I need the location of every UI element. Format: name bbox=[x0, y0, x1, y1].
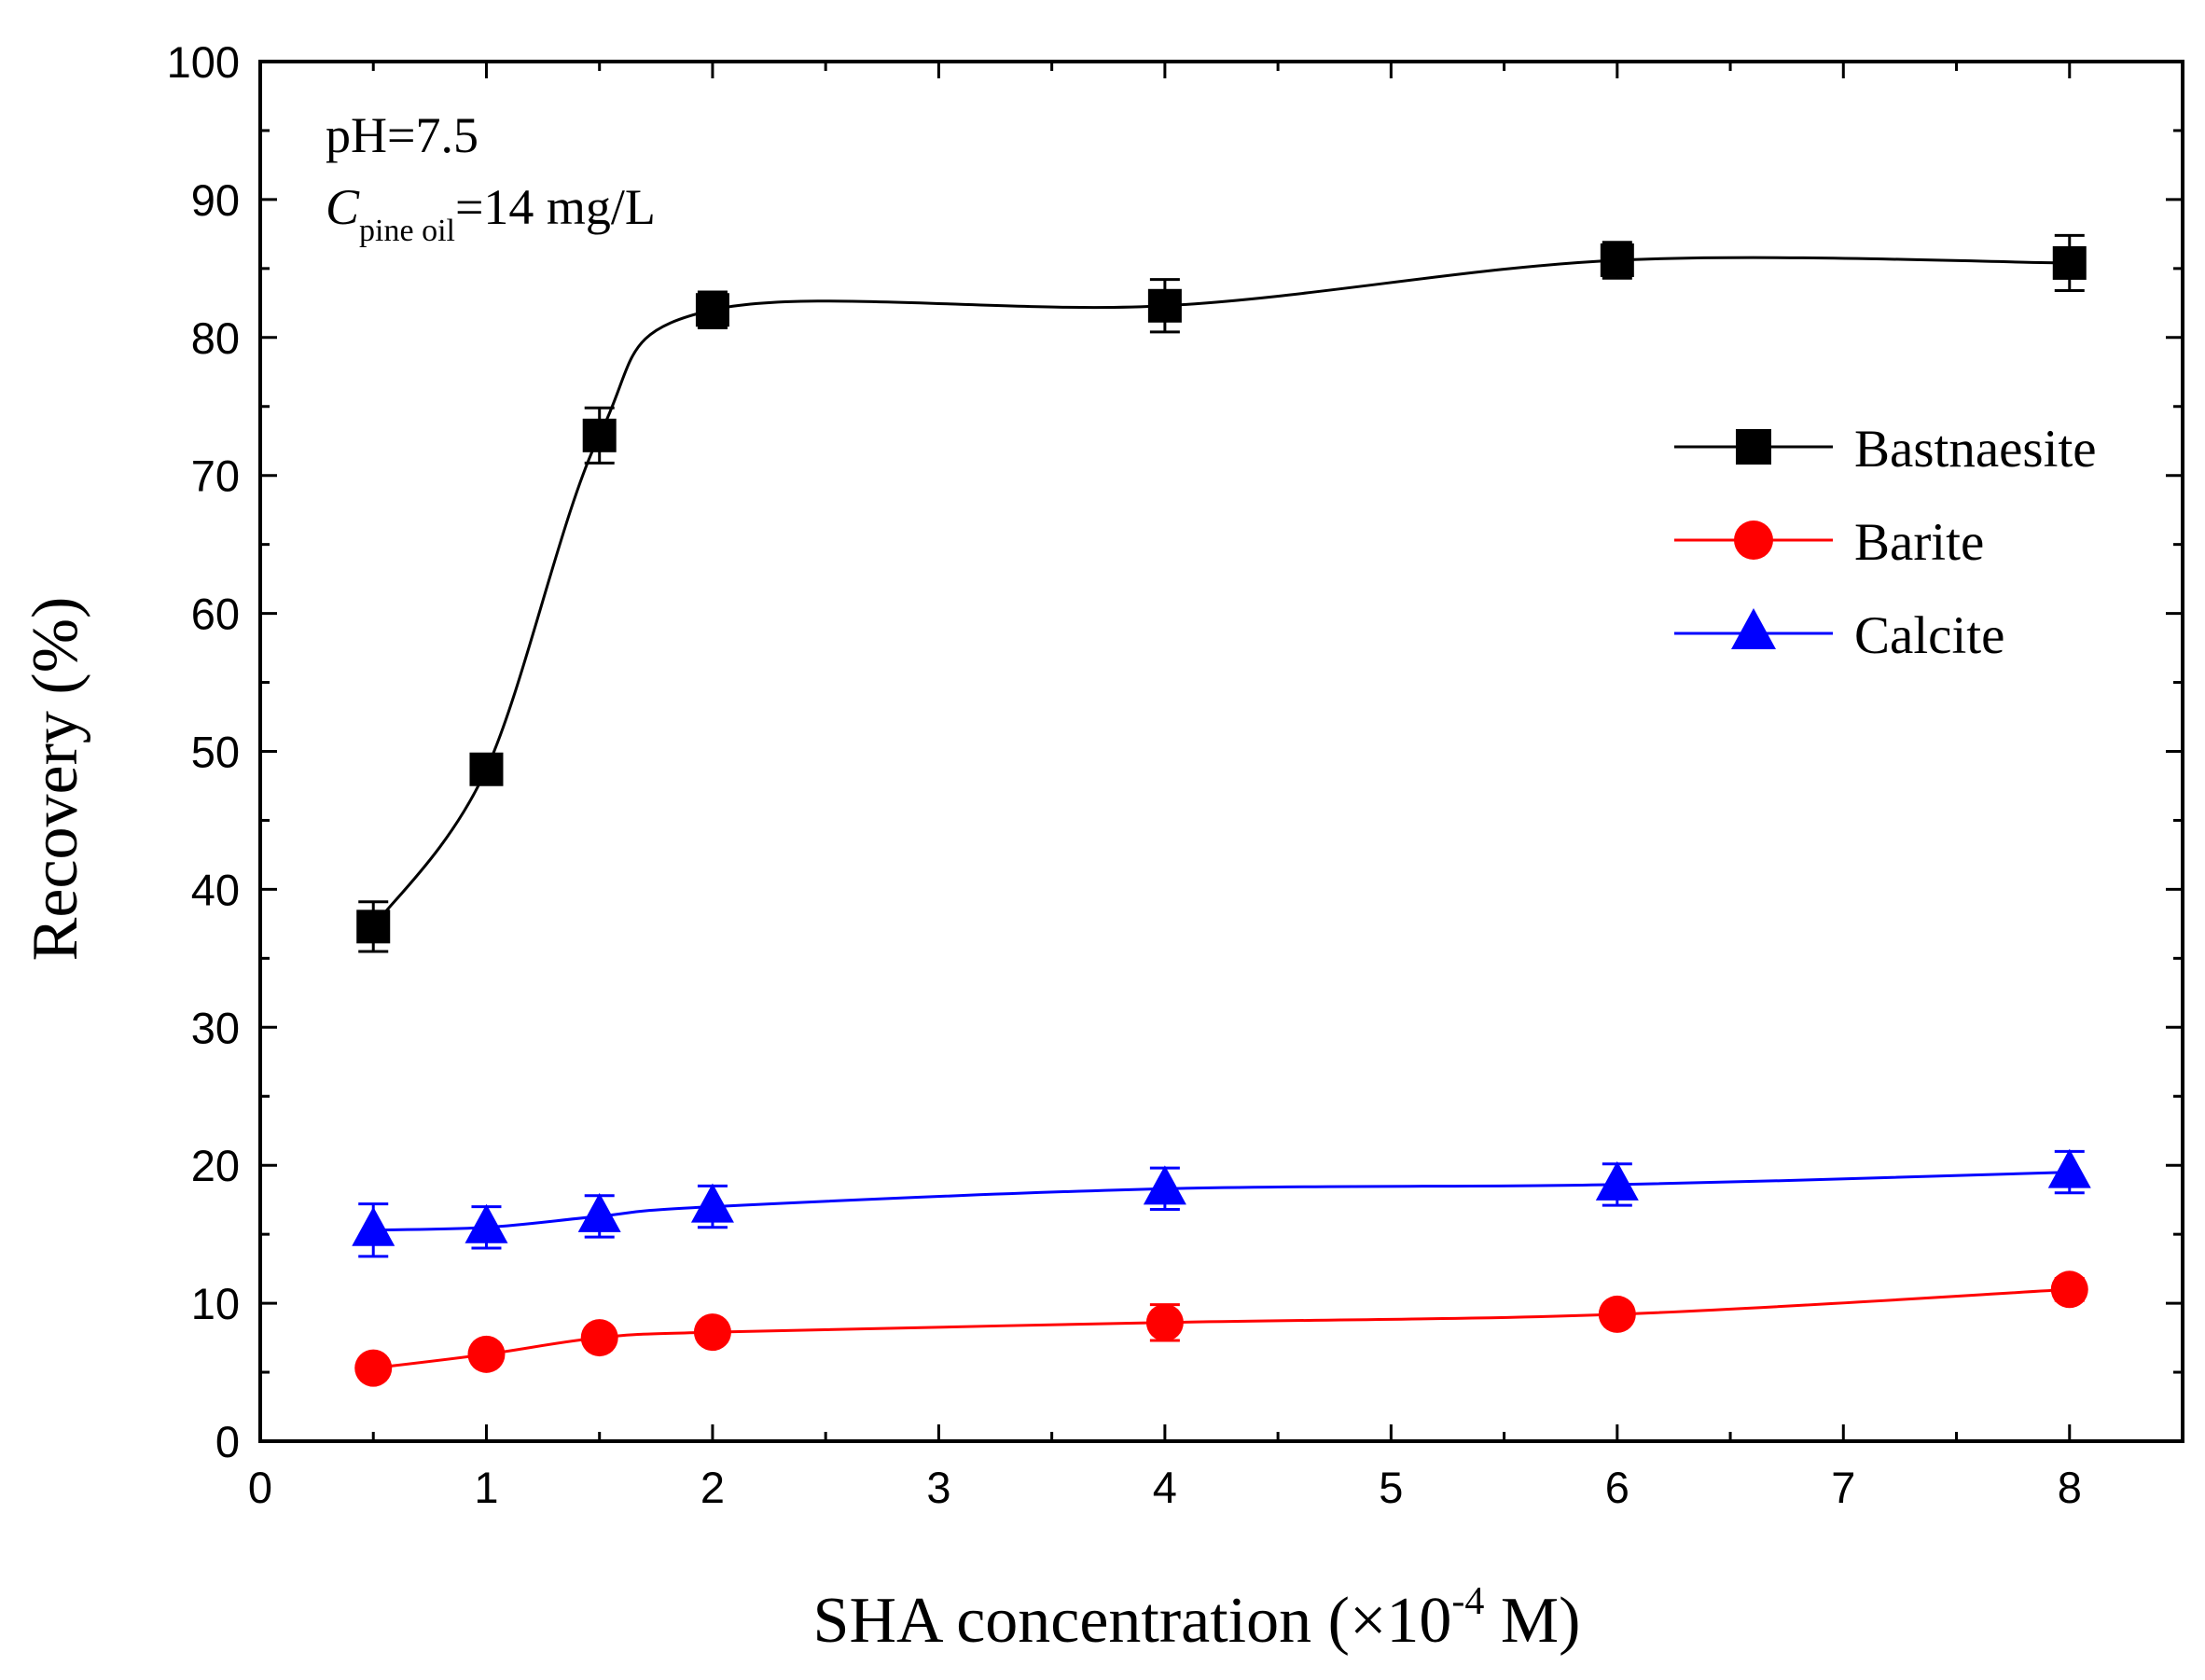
point-barite bbox=[2050, 1270, 2088, 1309]
ph-annotation: pH=7.5 bbox=[326, 107, 478, 163]
legend-item-calcite: Calcite bbox=[1674, 606, 2004, 665]
point-barite bbox=[354, 1349, 393, 1387]
plot-frame bbox=[258, 60, 2184, 1443]
c-value: =14 mg/L bbox=[455, 179, 656, 235]
point-calcite bbox=[1595, 1160, 1639, 1201]
point-barite bbox=[467, 1335, 506, 1373]
point-bastnaesite bbox=[356, 909, 391, 944]
x-axis-title-main: SHA concentration ( bbox=[813, 1585, 1350, 1657]
point-bastnaesite bbox=[2052, 245, 2087, 280]
y-tick-label: 50 bbox=[191, 728, 240, 777]
y-tick-label: 100 bbox=[167, 37, 240, 87]
y-tick-label: 80 bbox=[191, 313, 240, 363]
point-bastnaesite bbox=[469, 752, 504, 786]
x-tick-label: 8 bbox=[2058, 1463, 2082, 1512]
point-calcite bbox=[465, 1203, 508, 1243]
collector-dosage-annotation: Cpine oil=14 mg/L bbox=[326, 179, 656, 248]
data-markers bbox=[352, 243, 2091, 1387]
x-axis-title: SHA concentration (×10-4 M) bbox=[813, 1580, 1581, 1657]
x-tick-label: 0 bbox=[248, 1463, 272, 1512]
y-tick-label: 30 bbox=[191, 1003, 240, 1052]
legend-item-barite: Barite bbox=[1674, 513, 1984, 572]
legend-label-calcite: Calcite bbox=[1854, 606, 2004, 665]
y-tick-label: 10 bbox=[191, 1279, 240, 1328]
legend-item-bastnaesite: Bastnaesite bbox=[1674, 420, 2097, 479]
c-symbol: C bbox=[326, 179, 360, 235]
point-calcite bbox=[352, 1206, 395, 1246]
x-tick-label: 3 bbox=[926, 1463, 950, 1512]
y-tick-label: 90 bbox=[191, 175, 240, 225]
point-barite bbox=[693, 1313, 731, 1352]
x-tick-label: 2 bbox=[700, 1463, 725, 1512]
series-line-bastnaesite bbox=[372, 256, 2070, 928]
point-bastnaesite bbox=[695, 293, 729, 327]
point-barite bbox=[580, 1319, 618, 1357]
point-calcite bbox=[690, 1183, 734, 1223]
fit-lines bbox=[372, 256, 2070, 1370]
legend-label-bastnaesite: Bastnaesite bbox=[1854, 420, 2097, 479]
axis-ticks: 0 10 20 30 40 50 60 70 80 90 100 0 1 2 3 4 5 6 7 8 bbox=[167, 37, 2183, 1512]
y-tick-label: 0 bbox=[215, 1417, 240, 1466]
x-axis-title-exponent: -4 bbox=[1451, 1580, 1484, 1623]
c-subscript: pine oil bbox=[359, 214, 455, 248]
x-tick-label: 4 bbox=[1153, 1463, 1177, 1512]
legend-marker-bastnaesite bbox=[1736, 429, 1771, 465]
x-axis-title-times: × bbox=[1350, 1585, 1386, 1657]
y-tick-label: 70 bbox=[191, 451, 240, 501]
series-line-barite bbox=[373, 1287, 2070, 1370]
axes bbox=[258, 60, 2184, 1443]
y-tick-label: 20 bbox=[191, 1141, 240, 1190]
x-axis-title-unit: M bbox=[1484, 1585, 1559, 1657]
x-axis-title-close: ) bbox=[1559, 1585, 1580, 1657]
point-bastnaesite bbox=[582, 418, 617, 452]
point-calcite bbox=[577, 1192, 621, 1232]
point-bastnaesite bbox=[1600, 243, 1634, 277]
x-tick-label: 5 bbox=[1379, 1463, 1403, 1512]
point-calcite bbox=[1143, 1165, 1186, 1205]
x-tick-label: 6 bbox=[1605, 1463, 1629, 1512]
point-calcite bbox=[2047, 1148, 2091, 1188]
x-axis-title-base: 10 bbox=[1386, 1585, 1451, 1657]
legend-marker-calcite bbox=[1731, 608, 1776, 649]
error-bars bbox=[358, 233, 2085, 1378]
legend-label-barite: Barite bbox=[1854, 513, 1984, 572]
legend-marker-barite bbox=[1734, 521, 1773, 560]
point-barite bbox=[1598, 1295, 1636, 1333]
x-tick-label: 7 bbox=[1831, 1463, 1855, 1512]
y-tick-label: 60 bbox=[191, 590, 240, 639]
x-tick-label: 1 bbox=[474, 1463, 498, 1512]
point-bastnaesite bbox=[1147, 288, 1182, 323]
series-line-calcite bbox=[373, 1171, 2070, 1232]
legend: Bastnaesite Barite Calcite bbox=[1674, 420, 2097, 665]
y-tick-label: 40 bbox=[191, 865, 240, 914]
y-axis-title: Recovery (%) bbox=[20, 597, 91, 962]
point-barite bbox=[1145, 1303, 1184, 1341]
